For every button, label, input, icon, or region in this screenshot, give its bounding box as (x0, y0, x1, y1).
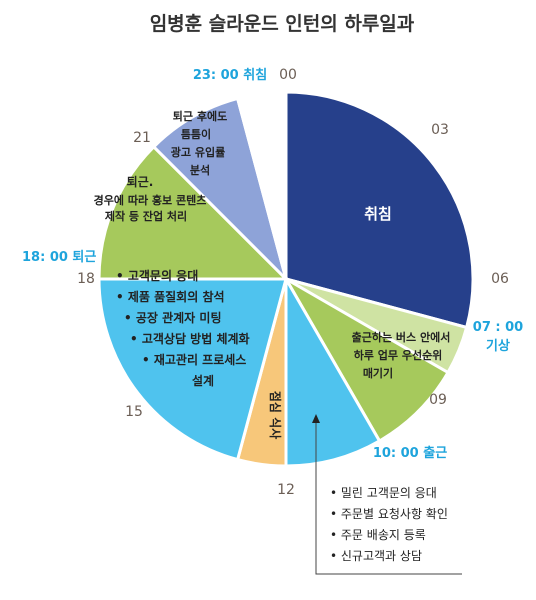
hour-label-00: 00 (279, 67, 297, 83)
hour-label-09: 09 (429, 392, 447, 408)
callout-arrow (312, 414, 320, 423)
hour-label-12: 12 (277, 482, 295, 498)
slice-label-evening-1: 경우에 따라 홍보 콘텐츠 (94, 193, 207, 207)
pie-slice-8 (235, 90, 288, 280)
slice-label-commute-1: 하루 업무 우선순위 (354, 348, 443, 362)
event-label-0700: 기상 (486, 339, 510, 354)
event-label-1800: 18: 00 퇴근 (22, 249, 96, 265)
pie-slice-2 (281, 274, 450, 443)
chart-title: 임병훈 슬라운드 인턴의 하루일과 (150, 12, 415, 35)
pie-slices (97, 90, 475, 468)
callout-item-2: • 주문 배송지 등록 (330, 528, 426, 542)
hour-label-06: 06 (491, 271, 509, 287)
slice-label-evening-2: 제작 등 잔업 처리 (105, 209, 187, 223)
slice-label-work-2: • 공장 관계자 미팅 (124, 310, 221, 325)
slice-label-work-1: • 제품 품질회의 참석 (116, 289, 225, 304)
callout: • 밀린 고객문의 응대 • 주문별 요청사항 확인 • 주문 배송지 등록 • 신규… (312, 414, 462, 575)
pie-slice-0 (284, 90, 475, 330)
slice-label-work-3: • 고객상담 방법 체계화 (130, 331, 250, 346)
slice-label-commute-2: 매기기 (363, 366, 393, 380)
hour-label-18: 18 (77, 271, 95, 287)
slice-label-sleep: 취침 (364, 205, 392, 223)
pie-slice-6 (97, 144, 290, 281)
callout-item-3: • 신규고객과 상담 (330, 549, 422, 563)
hour-label-03: 03 (431, 122, 449, 138)
event-label-0700: 07 : 00 (473, 320, 523, 335)
callout-item-0: • 밀린 고객문의 응대 (330, 486, 437, 500)
pie-slice-7 (151, 96, 289, 285)
event-label-2300: 23: 00 취침 (193, 67, 267, 83)
slice-label-work-4: • 재고관리 프로세스 (142, 352, 246, 367)
slice-label-night-1: 틈틈이 (181, 127, 211, 141)
slice-label-commute-0: 출근하는 버스 안에서 (352, 330, 451, 344)
slice-label-work-5: 설계 (192, 373, 214, 388)
slice-label-night-0: 퇴근 후에도 (173, 109, 227, 123)
pie-slice-3 (284, 273, 382, 468)
slice-label-night-3: 분석 (190, 163, 210, 177)
hour-labels: 00 03 06 09 12 15 18 21 (77, 67, 509, 498)
callout-item-1: • 주문별 요청사항 확인 (330, 507, 448, 521)
slice-label-lunch: 점심 식사 (268, 391, 283, 439)
pie-slice-5 (97, 277, 288, 462)
hour-label-21: 21 (133, 130, 151, 146)
slice-label-evening-0: 퇴근. (127, 174, 154, 189)
slice-label-night-2: 광고 유입률 (171, 146, 225, 159)
event-label-1000: 10: 00 출근 (373, 445, 447, 461)
callout-line (315, 422, 462, 575)
event-labels: 23: 00 취침 07 : 00 기상 10: 00 출근 18: 00 퇴근 (22, 67, 523, 461)
slice-label-work-0: • 고객문의 응대 (116, 268, 198, 283)
hour-label-15: 15 (125, 404, 143, 420)
